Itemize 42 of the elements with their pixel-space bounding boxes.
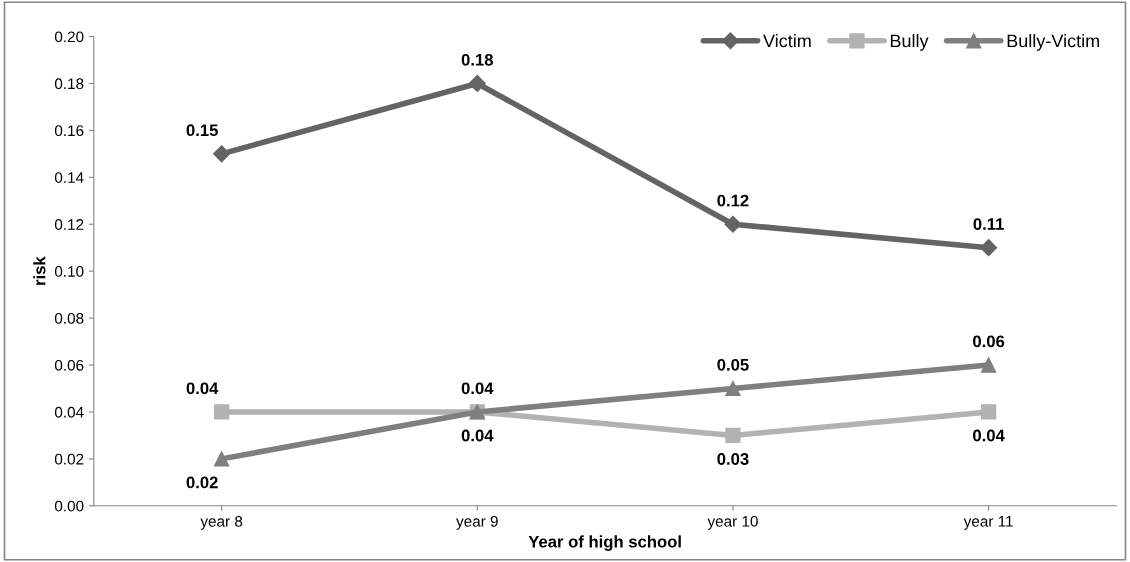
y-tick-label: 0.00: [54, 500, 84, 512]
x-tick-label: year 8: [200, 515, 243, 530]
y-tick-label: 0.18: [54, 78, 84, 90]
legend-label: Victim: [763, 34, 811, 48]
data-label: 0.15: [186, 124, 218, 137]
y-tick-label: 0.14: [54, 172, 84, 183]
legend-label: Bully-Victim: [1007, 34, 1099, 51]
point: [213, 404, 230, 420]
data-label: 0.06: [973, 335, 1005, 348]
data-label: 0.04: [461, 382, 494, 395]
data-label: 0.12: [717, 194, 749, 207]
data-label: 0.04: [186, 382, 219, 395]
point: [725, 380, 741, 397]
point: [468, 74, 486, 93]
x-axis-title: Year of high school: [528, 535, 681, 551]
point: [980, 239, 998, 257]
point: [724, 215, 742, 233]
data-label: 0.18: [461, 53, 493, 66]
point: [213, 145, 231, 163]
y-tick-label: 0.12: [54, 219, 84, 230]
point: [980, 357, 997, 373]
point: [213, 451, 230, 467]
data-label: 0.05: [717, 358, 749, 371]
y-tick-label: 0.16: [54, 125, 84, 137]
point: [980, 404, 997, 420]
data-label: 0.11: [973, 218, 1004, 230]
data-label: 0.04: [973, 429, 1005, 442]
data-label: 0.03: [717, 453, 749, 465]
y-tick-label: 0.10: [54, 266, 84, 277]
y-tick-label: 0.06: [54, 359, 84, 371]
y-tick-label: 0.04: [54, 406, 84, 418]
x-tick-label: year 11: [963, 516, 1013, 530]
y-tick-label: 0.20: [54, 31, 84, 43]
data-label: 0.04: [461, 429, 494, 442]
x-tick-label: year 10: [707, 515, 758, 530]
y-axis-title: risk: [33, 256, 46, 285]
data-label: 0.02: [186, 476, 218, 489]
point: [725, 427, 741, 444]
legend-label: Bully: [890, 34, 929, 51]
x-tick-label: year 9: [456, 515, 498, 530]
y-tick-label: 0.08: [54, 312, 84, 324]
y-tick-label: 0.02: [54, 453, 84, 465]
